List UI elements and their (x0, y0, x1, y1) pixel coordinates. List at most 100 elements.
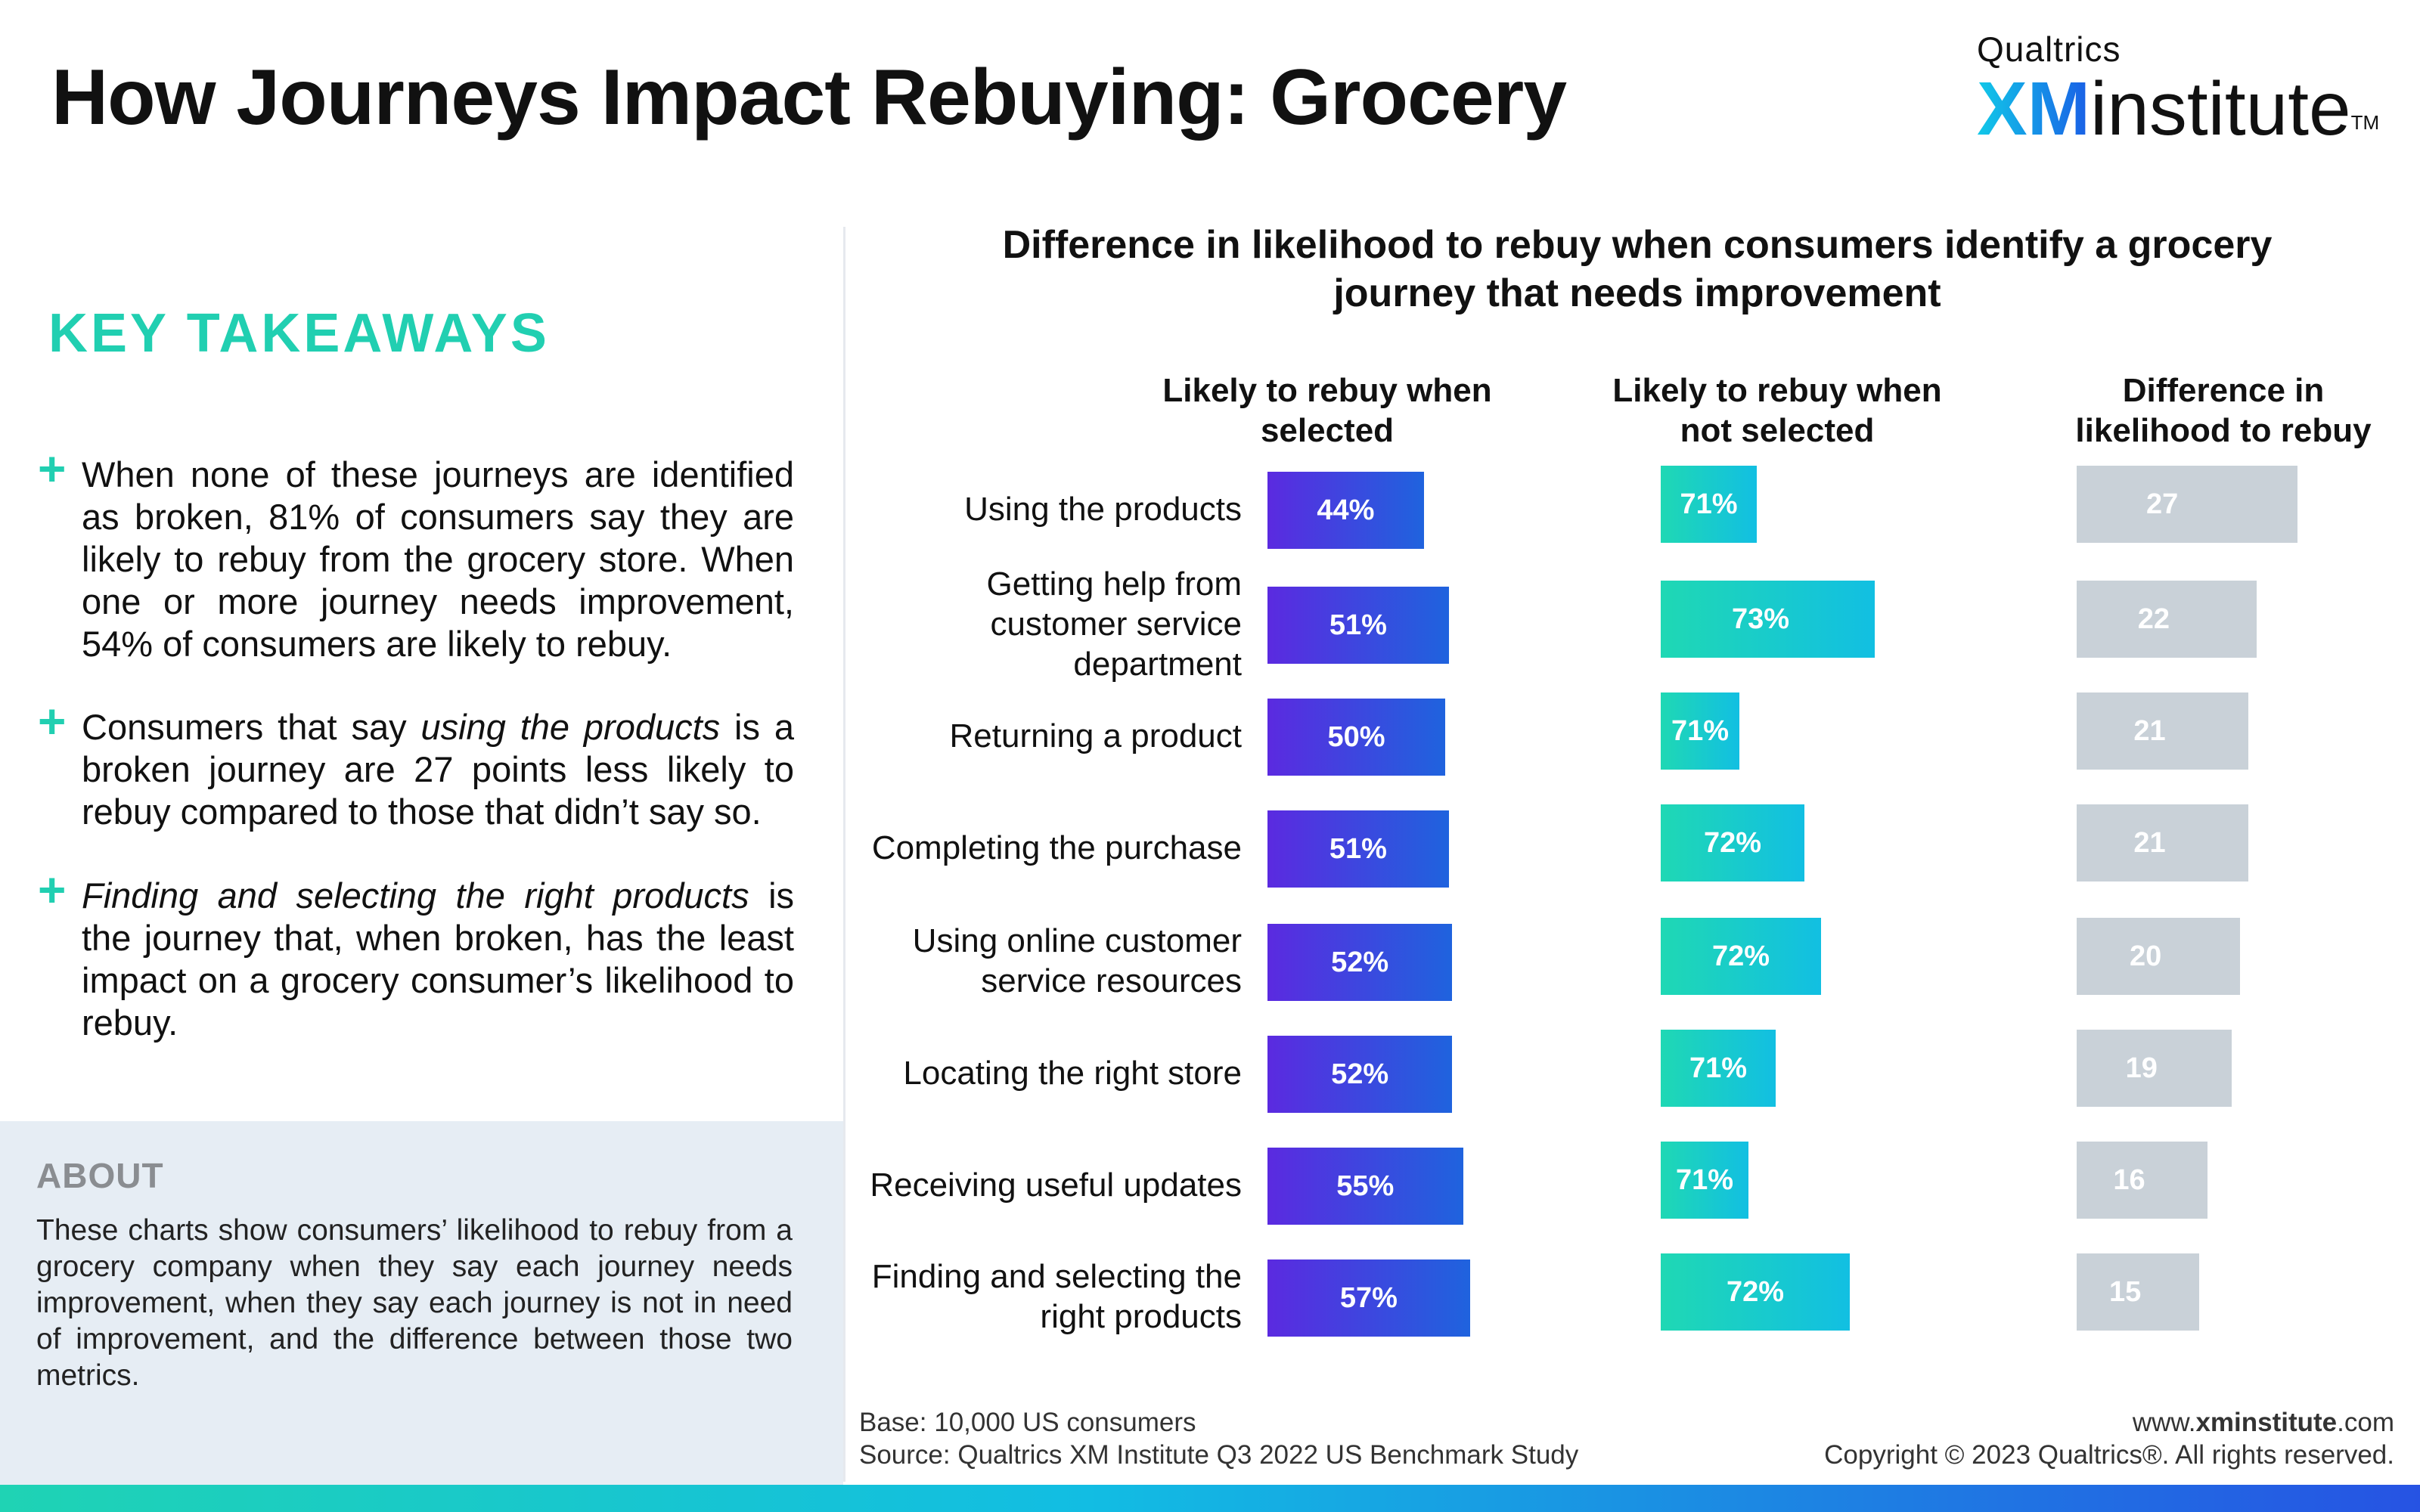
row-label-line: customer service (990, 605, 1242, 643)
bar-value-label: 57% (1339, 1281, 1398, 1314)
brand-company: Qualtrics (1977, 29, 2121, 69)
row-label-line: Using the products (964, 490, 1242, 528)
about-heading: ABOUT (36, 1156, 164, 1195)
chart-title-line: Difference in likelihood to rebuy when c… (1002, 223, 2273, 267)
bar-value-label: 72% (1712, 940, 1770, 972)
bar: 71% (1661, 1142, 1748, 1219)
row-label-line: right products (1040, 1298, 1242, 1335)
row-label-line: Using online customer (912, 922, 1242, 959)
bar: 22 (2077, 581, 2257, 658)
takeaway-text: is a broken journey are 27 points less l… (82, 707, 795, 832)
bar: 71% (1661, 692, 1739, 770)
about-panel (0, 1121, 843, 1486)
bar: 51% (1267, 810, 1449, 888)
bar-value-label: 15 (2109, 1275, 2142, 1308)
bottom-accent-strip (0, 1485, 2420, 1512)
row-label: Receiving useful updates (870, 1165, 1242, 1205)
bar-value-label: 55% (1336, 1170, 1395, 1202)
brand-trademark: TM (2350, 111, 2380, 134)
bar: 19 (2077, 1030, 2232, 1107)
bar: 52% (1267, 1036, 1453, 1113)
bar-value-label: 72% (1704, 826, 1762, 859)
footer-copyright: www.xminstitute.com Copyright © 2023 Qua… (1824, 1406, 2394, 1471)
bar-value-label: 52% (1331, 946, 1389, 978)
footer-url: www.xminstitute.com (2132, 1408, 2394, 1437)
row-label: Returning a product (950, 716, 1242, 756)
bar: 44% (1267, 472, 1424, 549)
bar: 50% (1267, 699, 1445, 776)
brand-institute: institute (2090, 67, 2351, 151)
bar: 21 (2077, 692, 2248, 770)
plus-icon: + (38, 863, 67, 917)
chart-title: Difference in likelihood to rebuy when c… (908, 221, 2367, 318)
column-header-line: selected (1260, 412, 1395, 449)
takeaway-emphasis: using the products (420, 707, 721, 747)
takeaway-text: When none of these journeys are identifi… (82, 454, 794, 664)
column-header: Likely to rebuy when selected (1157, 370, 1497, 451)
row-label-line: service resources (981, 962, 1242, 999)
bar: 20 (2077, 918, 2240, 995)
footer-base: Base: 10,000 US consumers (859, 1408, 1196, 1437)
bar: 55% (1267, 1148, 1463, 1225)
bar-value-label: 71% (1676, 1163, 1734, 1196)
column-header-line: Likely to rebuy when (1162, 372, 1492, 409)
bar-value-label: 51% (1329, 609, 1387, 641)
bar: 51% (1267, 587, 1449, 664)
takeaway-text: Consumers that say (82, 707, 421, 747)
bar-value-label: 52% (1331, 1058, 1389, 1090)
bar: 72% (1661, 918, 1821, 995)
bar-value-label: 20 (2130, 940, 2162, 972)
page-title: How Journeys Impact Rebuying: Grocery (51, 54, 1567, 141)
row-label-line: Getting help from (986, 565, 1243, 603)
takeaways-heading: KEY TAKEAWAYS (48, 303, 550, 364)
bar-value-label: 22 (2137, 603, 2170, 635)
row-label: Locating the right store (903, 1053, 1242, 1093)
row-label: Using the products (964, 489, 1242, 529)
row-label-line: department (1073, 645, 1242, 683)
bar-value-label: 16 (2113, 1163, 2145, 1196)
column-header-line: Difference in (2122, 372, 2325, 409)
bar-value-label: 19 (2125, 1052, 2158, 1084)
column-divider (843, 227, 845, 1482)
bar-value-label: 27 (2146, 488, 2179, 520)
takeaway-item: + Finding and selecting the right produc… (38, 866, 795, 1044)
footer-source-text: Source: Qualtrics XM Institute Q3 2022 U… (859, 1440, 1579, 1470)
bar: 71% (1661, 466, 1757, 543)
row-label: Getting help from customer service departm… (987, 564, 1243, 684)
bar-value-label: 72% (1727, 1275, 1785, 1308)
chart-title-line: journey that needs improvement (1333, 271, 1941, 315)
footer-copyright-text: Copyright © 2023 Qualtrics®. All rights … (1824, 1440, 2394, 1470)
row-label-line: Returning a product (949, 717, 1242, 754)
plus-icon: + (38, 442, 67, 496)
bar-value-label: 21 (2133, 714, 2166, 747)
bar: 71% (1661, 1030, 1776, 1107)
row-label-line: Receiving useful updates (870, 1166, 1242, 1204)
bar-value-label: 50% (1327, 720, 1385, 753)
row-label-line: Finding and selecting the (871, 1258, 1242, 1295)
bar-value-label: 71% (1671, 714, 1730, 747)
column-header-line: Likely to rebuy when (1612, 372, 1942, 409)
plus-icon: + (38, 694, 67, 748)
bar-value-label: 71% (1689, 1052, 1748, 1084)
column-header: Difference in likelihood to rebuy (2049, 370, 2397, 451)
row-label-line: Locating the right store (903, 1054, 1242, 1092)
row-label: Finding and selecting the right products (872, 1256, 1242, 1337)
column-header: Likely to rebuy when not selected (1607, 370, 1947, 451)
column-header-line: not selected (1680, 412, 1875, 449)
bar-value-label: 44% (1317, 494, 1375, 526)
about-text: These charts show consumers’ likelihood … (36, 1214, 793, 1392)
bar: 27 (2077, 466, 2297, 543)
takeaway-emphasis: Finding and selecting the right products (82, 875, 749, 916)
column-header-line: likelihood to rebuy (2075, 412, 2372, 449)
bar-value-label: 51% (1329, 832, 1387, 865)
bar: 73% (1661, 581, 1875, 658)
takeaway-text: is the journey that, when broken, has th… (82, 875, 795, 1043)
bar: 16 (2077, 1142, 2207, 1219)
brand-xm: XM (1977, 67, 2090, 151)
bar-value-label: 21 (2133, 826, 2166, 859)
bar: 15 (2077, 1253, 2199, 1331)
row-label: Completing the purchase (872, 828, 1242, 868)
takeaway-item: + Consumers that say using the products … (38, 697, 795, 833)
row-label-line: Completing the purchase (871, 829, 1242, 866)
bar: 72% (1661, 804, 1804, 881)
